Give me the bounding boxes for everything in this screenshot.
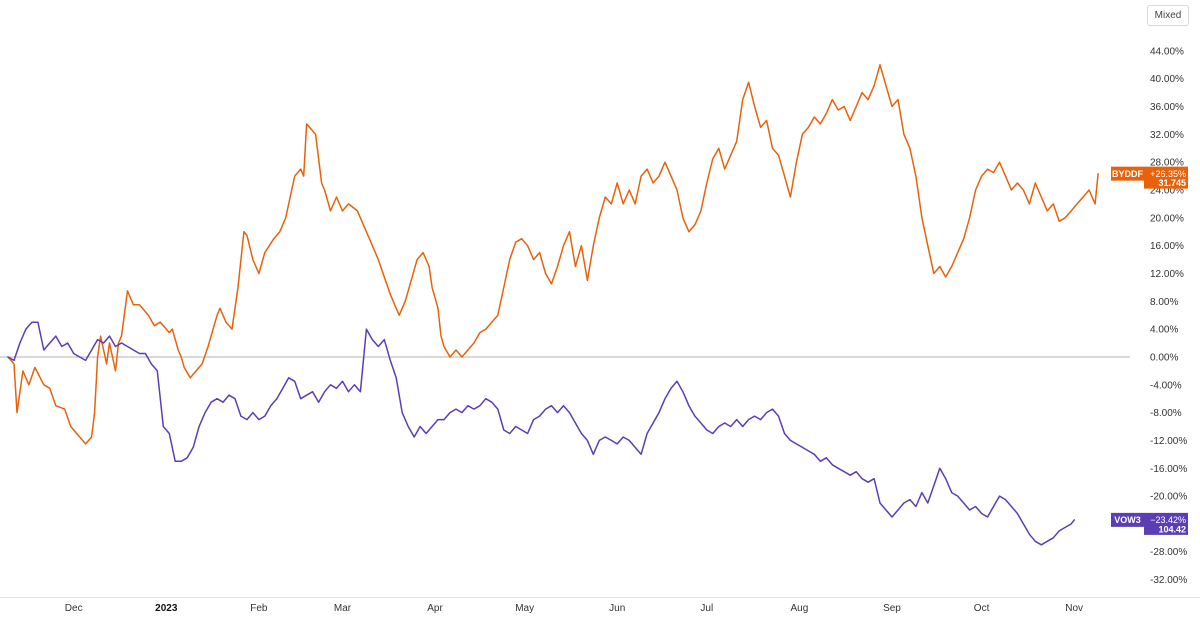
badge-symbol: BYDDF bbox=[1112, 169, 1144, 179]
y-tick-label: -20.00% bbox=[1150, 492, 1187, 503]
badge-symbol-box bbox=[1111, 166, 1144, 181]
y-tick-label: 0.00% bbox=[1150, 352, 1178, 363]
y-tick-label: -8.00% bbox=[1150, 408, 1182, 419]
x-tick-label: Jun bbox=[609, 603, 625, 614]
scale-mode-button[interactable]: Mixed bbox=[1147, 5, 1189, 26]
price-badges: BYDDF +26.35%31.745 VOW3 −23.42%104.42 bbox=[1111, 166, 1188, 535]
y-tick-label: 16.00% bbox=[1150, 241, 1184, 252]
series-line-byddf[interactable] bbox=[7, 64, 1099, 445]
badge-value-box bbox=[1144, 166, 1188, 189]
y-tick-label: 28.00% bbox=[1150, 158, 1184, 169]
y-tick-label: 8.00% bbox=[1150, 297, 1178, 308]
y-tick-label: -28.00% bbox=[1150, 547, 1187, 558]
x-tick-label: Sep bbox=[883, 603, 901, 614]
y-tick-label: -4.00% bbox=[1150, 380, 1182, 391]
y-tick-label: -32.00% bbox=[1150, 575, 1187, 586]
y-tick-label: 24.00% bbox=[1150, 186, 1184, 197]
x-tick-label: Mar bbox=[334, 603, 352, 614]
x-axis: Dec 2023 Feb Mar Apr May Jun Jul Aug Sep Oct Nov bbox=[65, 603, 1083, 614]
y-tick-label: 4.00% bbox=[1150, 325, 1178, 336]
y-tick-label: 12.00% bbox=[1150, 269, 1184, 280]
y-tick-label: 32.00% bbox=[1150, 130, 1184, 141]
y-axis: 44.00% 40.00% 36.00% 32.00% 28.00% 24.00% 20.0… bbox=[1150, 46, 1187, 586]
x-tick-label: Apr bbox=[427, 603, 443, 614]
y-tick-label: 40.00% bbox=[1150, 74, 1184, 85]
badge-symbol: VOW3 bbox=[1114, 515, 1141, 525]
y-tick-label: 44.00% bbox=[1150, 46, 1184, 57]
badge-symbol-box bbox=[1111, 512, 1144, 527]
badge-byddf: BYDDF +26.35%31.745 bbox=[1111, 166, 1188, 189]
badge-change: −23.42% bbox=[1150, 515, 1186, 525]
x-tick-label: Jul bbox=[700, 603, 713, 614]
x-tick-label: Oct bbox=[974, 603, 990, 614]
y-tick-label: 36.00% bbox=[1150, 102, 1184, 113]
series-layer bbox=[7, 64, 1099, 546]
x-tick-label: Nov bbox=[1065, 603, 1083, 614]
badge-vow3: VOW3 −23.42%104.42 bbox=[1111, 512, 1188, 535]
badge-price: 31.745 bbox=[1158, 178, 1186, 188]
x-tick-label: Aug bbox=[791, 603, 809, 614]
x-tick-label: May bbox=[515, 603, 534, 614]
y-tick-label: -12.00% bbox=[1150, 436, 1187, 447]
y-tick-label: -16.00% bbox=[1150, 464, 1187, 475]
badge-price: 104.42 bbox=[1158, 524, 1186, 534]
x-tick-label: 2023 bbox=[155, 603, 178, 614]
x-tick-label: Dec bbox=[65, 603, 83, 614]
badge-value-box bbox=[1144, 512, 1188, 535]
badge-change: +26.35% bbox=[1150, 169, 1186, 179]
y-tick-label: 20.00% bbox=[1150, 213, 1184, 224]
series-line-vow3[interactable] bbox=[7, 321, 1075, 546]
x-tick-label: Feb bbox=[250, 603, 268, 614]
